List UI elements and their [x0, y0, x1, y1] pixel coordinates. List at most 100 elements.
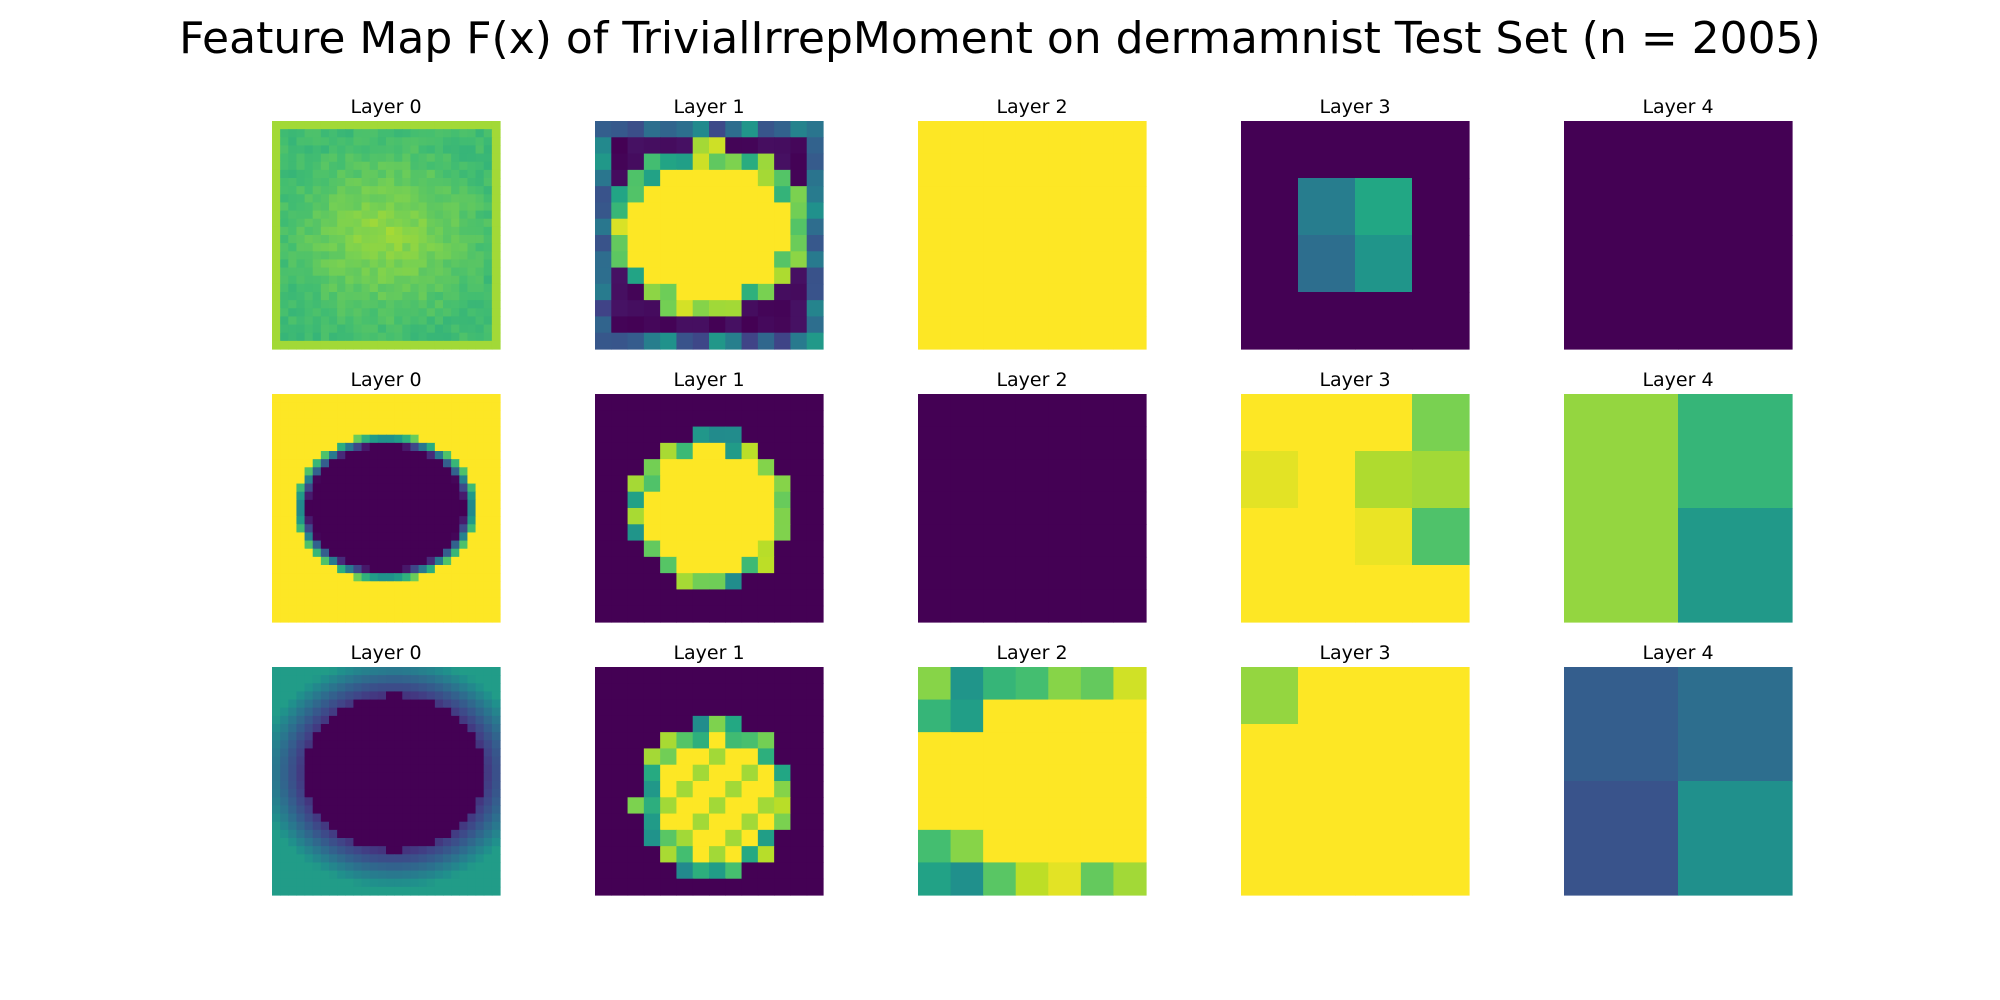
heatmap-cell	[304, 324, 314, 334]
heatmap-cell	[475, 475, 485, 485]
heatmap-cell	[304, 459, 314, 468]
heatmap-cell	[467, 532, 477, 542]
heatmap-cell	[491, 332, 501, 342]
heatmap-cell	[361, 178, 371, 187]
heatmap-cell	[611, 491, 629, 509]
heatmap-cell	[1113, 589, 1147, 623]
heatmap-cell	[337, 283, 346, 293]
heatmap-cell	[410, 605, 420, 615]
heatmap-cell	[320, 434, 330, 444]
heatmap-cell	[467, 467, 477, 477]
heatmap-cell	[312, 846, 322, 855]
heatmap-cell	[402, 699, 412, 709]
heatmap-cell	[320, 581, 330, 591]
heatmap-cell	[377, 259, 387, 269]
heatmap-cell	[272, 340, 281, 350]
heatmap-cell	[459, 516, 469, 525]
heatmap-cell	[337, 581, 346, 591]
heatmap-cell	[806, 699, 824, 717]
heatmap-cell	[312, 707, 322, 717]
heatmap-cell	[475, 764, 485, 774]
heatmap-cell	[304, 846, 314, 855]
heatmap-cell	[304, 683, 314, 693]
heatmap-cell	[280, 813, 289, 823]
heatmap-cell	[692, 316, 710, 334]
heatmap-cell	[459, 862, 469, 872]
heatmap-cell	[353, 854, 363, 864]
heatmap-cell	[774, 267, 792, 285]
heatmap-cell	[329, 789, 338, 798]
heatmap-cell	[443, 308, 452, 318]
heatmap-cell	[434, 581, 444, 591]
heatmap-cell	[676, 300, 694, 318]
heatmap-cell	[345, 789, 355, 798]
heatmap-cell	[1080, 699, 1115, 733]
heatmap-cell	[288, 715, 298, 725]
heatmap-cell	[627, 667, 645, 684]
heatmap-cell	[1298, 121, 1356, 179]
heatmap-cell	[386, 275, 395, 285]
heatmap-cell	[377, 308, 387, 318]
heatmap-cell	[386, 332, 395, 342]
heatmap-cell	[491, 169, 501, 179]
heatmap-cell	[280, 613, 289, 623]
heatmap-cell	[304, 226, 314, 236]
heatmap-cell	[304, 870, 314, 880]
heatmap-cell	[410, 226, 420, 236]
heatmap-cell	[345, 267, 355, 277]
heatmap-cell	[410, 597, 420, 607]
heatmap-cell	[337, 797, 346, 807]
heatmap-cell	[402, 169, 412, 179]
heatmap-cell	[402, 886, 412, 896]
heatmap-cell	[418, 516, 428, 525]
heatmap-cell	[386, 772, 395, 782]
heatmap-cell	[394, 418, 403, 428]
heatmap-cell	[725, 605, 743, 623]
heatmap-cell	[595, 186, 612, 204]
heatmap-cell	[272, 838, 281, 847]
heatmap-cell	[304, 426, 314, 436]
heatmap-cell	[353, 202, 363, 212]
heatmap-cell	[353, 267, 363, 277]
heatmap-cell	[386, 418, 395, 428]
heatmap-cell	[377, 186, 387, 195]
heatmap-cell	[410, 764, 420, 774]
heatmap-cell	[643, 251, 661, 269]
heatmap-cell	[611, 605, 629, 623]
heatmap-cell	[643, 508, 661, 525]
heatmap-cell	[1015, 121, 1049, 155]
heatmap-cell	[345, 813, 355, 823]
heatmap-cell	[451, 153, 460, 163]
heatmap-cell	[434, 797, 444, 807]
heatmap-cell	[451, 683, 460, 693]
heatmap-cell	[418, 675, 428, 684]
heatmap-cell	[1048, 491, 1082, 525]
heatmap-cell	[627, 459, 645, 477]
heatmap-cell	[410, 667, 420, 676]
heatmap-cell	[386, 821, 395, 831]
heatmap-cell	[918, 829, 952, 864]
heatmap-cell	[1355, 235, 1413, 293]
heatmap-cell	[280, 283, 289, 293]
heatmap-cell	[467, 459, 477, 468]
heatmap-cell	[1048, 797, 1082, 831]
heatmap-cell	[304, 267, 314, 277]
heatmap-cell	[426, 878, 436, 888]
heatmap-cell	[434, 169, 444, 179]
heatmap-cell	[725, 508, 743, 525]
heatmap-cell	[296, 715, 306, 725]
heatmap-cell	[918, 186, 952, 220]
heatmap-cell	[426, 715, 436, 725]
heatmap-cell	[337, 153, 346, 163]
heatmap-cell	[426, 781, 436, 790]
heatmap-cell	[304, 724, 314, 733]
heatmap-cell	[426, 153, 436, 163]
heatmap-cell	[595, 267, 612, 285]
heatmap-cell	[337, 324, 346, 334]
heatmap-cell	[434, 259, 444, 269]
heatmap-cell	[296, 300, 306, 309]
heatmap-cell	[312, 153, 322, 163]
heatmap-cell	[443, 178, 452, 187]
heatmap-cell	[443, 565, 452, 574]
heatmap-cell	[443, 316, 452, 326]
